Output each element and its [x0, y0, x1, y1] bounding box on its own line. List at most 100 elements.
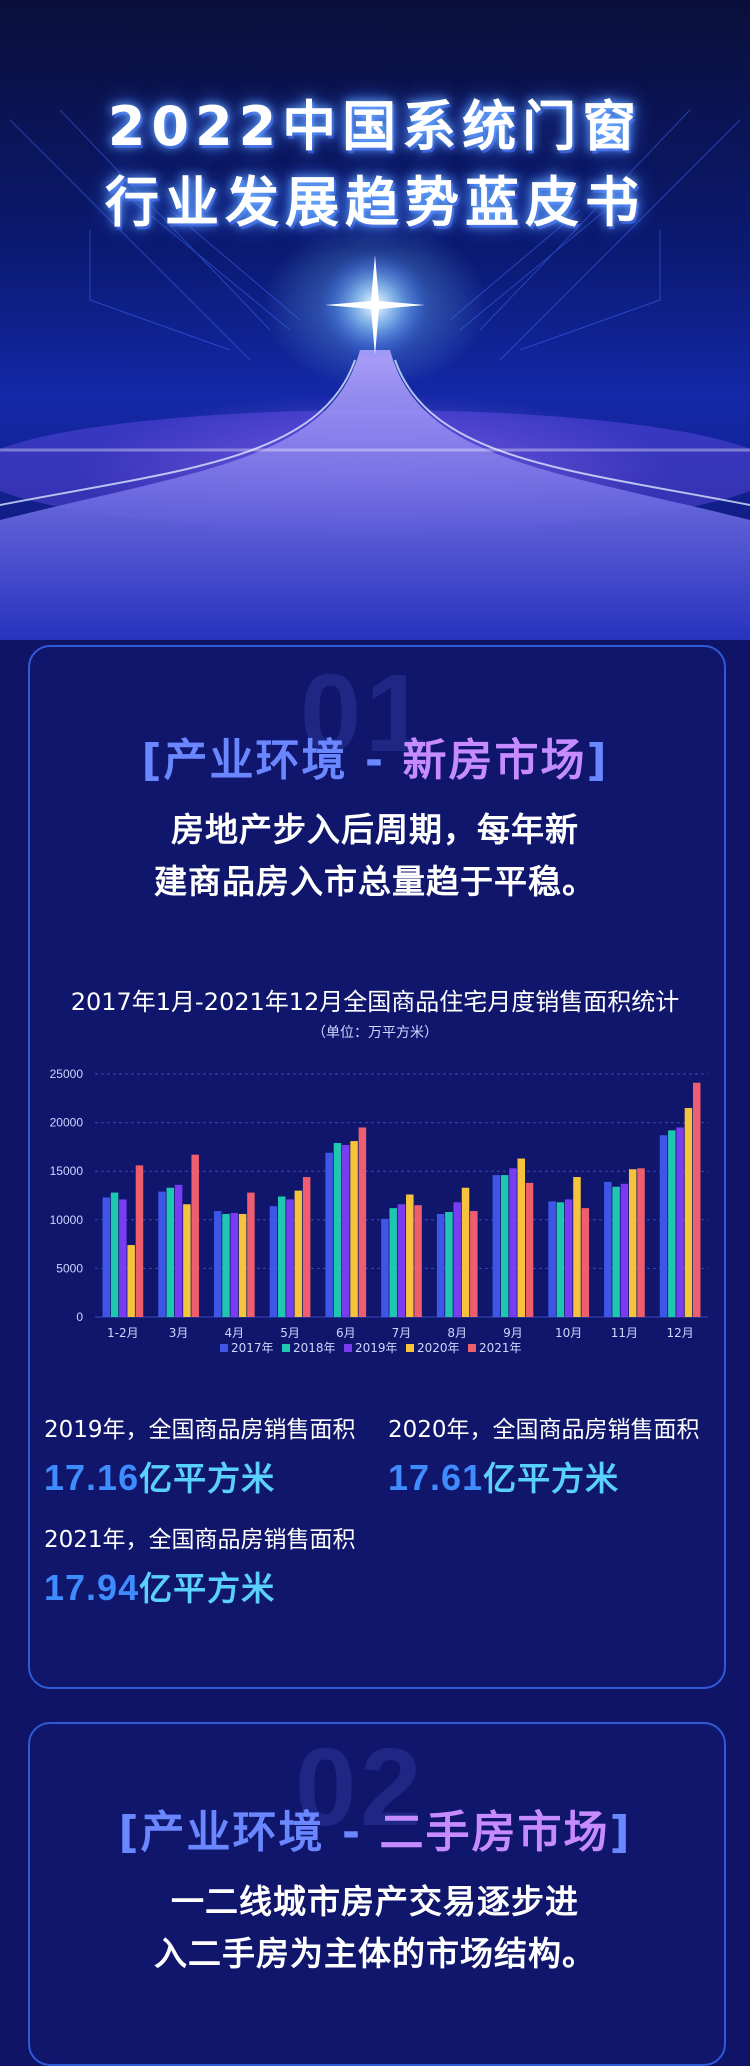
x-tick-label: 1-2月	[107, 1326, 139, 1340]
section1-title: [产业环境 - 新房市场]	[0, 724, 750, 788]
legend-swatch	[406, 1344, 414, 1352]
stat-2020-label: 2020年，全国商品房销售面积	[388, 1417, 700, 1443]
section1-panel	[28, 645, 726, 1689]
bar	[127, 1245, 135, 1317]
legend-label: 2017年	[231, 1341, 274, 1355]
x-tick-label: 12月	[666, 1326, 693, 1340]
bar	[277, 1196, 286, 1317]
legend-swatch	[468, 1344, 476, 1352]
bar	[492, 1175, 501, 1317]
bar	[525, 1182, 534, 1317]
stat-2021-unit: 亿平方米	[139, 1569, 276, 1608]
bar	[604, 1181, 612, 1317]
bar	[389, 1208, 397, 1317]
bar	[548, 1201, 556, 1317]
bar	[453, 1202, 461, 1317]
bar	[436, 1213, 445, 1317]
x-tick-label: 6月	[336, 1326, 356, 1340]
section2-title-suffix: ]	[609, 1807, 632, 1858]
y-tick-label: 15000	[50, 1164, 84, 1178]
section1-desc-line2: 建商品房入市总量趋于平稳。	[154, 862, 596, 901]
legend-label: 2021年	[479, 1341, 522, 1355]
bar	[381, 1218, 389, 1317]
section2-number: 02	[295, 1726, 426, 1849]
bar	[269, 1206, 278, 1317]
bar	[110, 1192, 119, 1317]
bar	[414, 1205, 422, 1317]
bar	[333, 1143, 342, 1317]
section2-title-prefix: [产业环境 -	[118, 1807, 380, 1858]
bar	[358, 1127, 367, 1317]
bar	[406, 1194, 414, 1317]
stat-2021-label: 2021年，全国商品房销售面积	[44, 1527, 356, 1553]
bar	[461, 1187, 470, 1317]
stat-2019-number: 17.16	[44, 1457, 140, 1498]
stat-2021-value: 17.94亿平方米	[44, 1562, 275, 1610]
x-tick-label: 11月	[611, 1326, 638, 1340]
hero-banner: 2022中国系统门窗 行业发展趋势蓝皮书	[0, 0, 750, 640]
bar	[247, 1192, 255, 1317]
hero-title-line2: 行业发展趋势蓝皮书	[105, 171, 645, 234]
section2-description: 一二线城市房产交易逐步进 入二手房为主体的市场结构。	[0, 1876, 750, 1980]
stat-2019-label: 2019年，全国商品房销售面积	[44, 1417, 356, 1443]
bar	[612, 1186, 620, 1317]
bar	[230, 1212, 239, 1317]
section1-number: 01	[300, 652, 431, 775]
section1-desc-line1: 房地产步入后周期，每年新	[171, 810, 579, 849]
bar	[350, 1141, 358, 1317]
legend-swatch	[282, 1344, 290, 1352]
x-tick-label: 3月	[169, 1326, 189, 1340]
section2-title: [产业环境 - 二手房市场]	[0, 1796, 750, 1860]
bar	[692, 1082, 701, 1317]
bar	[445, 1212, 453, 1317]
y-tick-label: 10000	[50, 1213, 84, 1227]
x-tick-label: 9月	[503, 1326, 523, 1340]
x-tick-label: 5月	[280, 1326, 300, 1340]
bar	[342, 1144, 350, 1317]
bar	[637, 1168, 645, 1317]
bar	[119, 1199, 127, 1317]
section2-desc-line2: 入二手房为主体的市场结构。	[154, 1934, 596, 1973]
bar	[158, 1191, 166, 1317]
y-tick-label: 0	[76, 1310, 83, 1324]
bar	[668, 1130, 676, 1317]
bar	[509, 1168, 517, 1317]
stat-2019-value: 17.16亿平方米	[44, 1452, 275, 1500]
section2-desc-line1: 一二线城市房产交易逐步进	[171, 1882, 579, 1921]
stat-2020-number: 17.61	[388, 1457, 484, 1498]
bar	[102, 1197, 111, 1317]
bar	[191, 1154, 199, 1317]
bar	[325, 1152, 333, 1317]
x-tick-label: 10月	[555, 1326, 582, 1340]
chart-title: 2017年1月-2021年12月全国商品住宅月度销售面积统计	[70, 988, 680, 1016]
bar	[581, 1208, 590, 1317]
bar	[517, 1158, 526, 1317]
bar	[286, 1199, 294, 1317]
x-tick-label: 4月	[224, 1326, 244, 1340]
bar	[238, 1213, 247, 1317]
bar	[676, 1127, 684, 1317]
bar	[628, 1169, 637, 1317]
section1-title-suffix: ]	[586, 735, 609, 786]
y-tick-label: 25000	[50, 1067, 84, 1081]
bar	[174, 1184, 183, 1317]
legend-label: 2020年	[417, 1341, 460, 1355]
bar-chart: 0 5000 10000 15000 20000 25000 1-2月 3月 4月 5月 6月 7月 8…	[50, 1067, 708, 1355]
chart-unit: （单位：万平方米）	[312, 1025, 438, 1041]
section2-title-highlight: 二手房市场	[379, 1807, 610, 1858]
bar	[620, 1183, 629, 1317]
bar	[500, 1175, 509, 1317]
legend-label: 2018年	[293, 1341, 336, 1355]
x-tick-label: 8月	[447, 1326, 467, 1340]
bar	[213, 1211, 222, 1317]
x-tick-label: 7月	[392, 1326, 412, 1340]
bar	[564, 1199, 573, 1317]
legend-swatch	[220, 1344, 228, 1352]
bar	[684, 1108, 693, 1317]
section1-description: 房地产步入后周期，每年新 建商品房入市总量趋于平稳。	[0, 804, 750, 908]
section2-panel	[28, 1722, 726, 2066]
bar	[135, 1165, 144, 1317]
y-tick-label: 20000	[50, 1116, 84, 1130]
bar	[573, 1177, 581, 1317]
section1-title-prefix: [产业环境 -	[141, 735, 403, 786]
